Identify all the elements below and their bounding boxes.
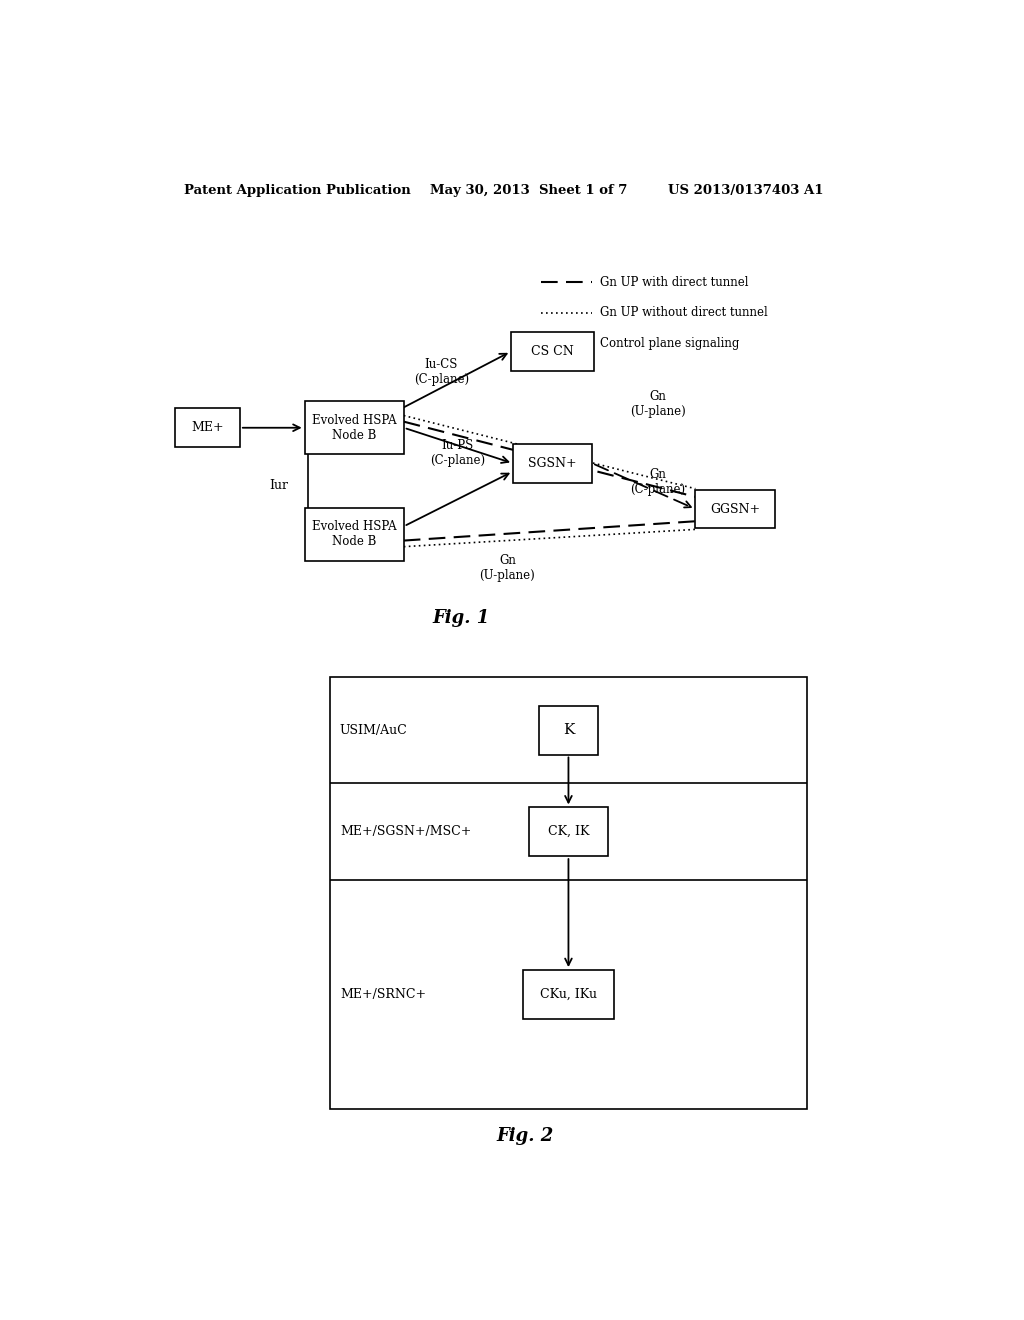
Text: CS CN: CS CN xyxy=(531,345,573,358)
Text: ME+: ME+ xyxy=(191,421,223,434)
Text: Fig. 2: Fig. 2 xyxy=(497,1127,553,1146)
Text: Evolved HSPA
Node B: Evolved HSPA Node B xyxy=(312,413,396,442)
Text: CK, IK: CK, IK xyxy=(548,825,589,838)
Text: US 2013/0137403 A1: US 2013/0137403 A1 xyxy=(668,183,823,197)
Text: Iu-CS
(C-plane): Iu-CS (C-plane) xyxy=(414,358,469,385)
FancyBboxPatch shape xyxy=(523,970,614,1019)
Text: Evolved HSPA
Node B: Evolved HSPA Node B xyxy=(312,520,396,549)
Text: USIM/AuC: USIM/AuC xyxy=(340,723,408,737)
FancyBboxPatch shape xyxy=(528,808,608,857)
Text: GGSN+: GGSN+ xyxy=(710,503,760,516)
FancyBboxPatch shape xyxy=(304,508,403,561)
Text: Gn
(C-plane): Gn (C-plane) xyxy=(631,467,686,495)
FancyBboxPatch shape xyxy=(304,401,403,454)
Text: CKu, IKu: CKu, IKu xyxy=(540,987,597,1001)
Text: SGSN+: SGSN+ xyxy=(528,457,577,470)
FancyBboxPatch shape xyxy=(513,444,592,483)
Text: Gn UP with direct tunnel: Gn UP with direct tunnel xyxy=(600,276,749,289)
FancyBboxPatch shape xyxy=(331,677,807,1109)
Text: ME+/SRNC+: ME+/SRNC+ xyxy=(340,987,426,1001)
Text: Iu-PS
(C-plane): Iu-PS (C-plane) xyxy=(430,440,485,467)
Text: Gn
(U-plane): Gn (U-plane) xyxy=(479,554,536,582)
Text: Control plane signaling: Control plane signaling xyxy=(600,337,739,350)
Text: Patent Application Publication: Patent Application Publication xyxy=(183,183,411,197)
FancyBboxPatch shape xyxy=(511,333,594,371)
Text: Fig. 1: Fig. 1 xyxy=(433,609,489,627)
Text: K: K xyxy=(563,723,574,737)
Text: Gn UP without direct tunnel: Gn UP without direct tunnel xyxy=(600,306,768,319)
Text: May 30, 2013  Sheet 1 of 7: May 30, 2013 Sheet 1 of 7 xyxy=(430,183,627,197)
FancyBboxPatch shape xyxy=(175,408,240,447)
Text: Iur: Iur xyxy=(269,479,289,492)
Text: Gn
(U-plane): Gn (U-plane) xyxy=(630,391,686,418)
FancyBboxPatch shape xyxy=(695,490,775,528)
FancyBboxPatch shape xyxy=(539,706,598,755)
Text: ME+/SGSN+/MSC+: ME+/SGSN+/MSC+ xyxy=(340,825,471,838)
